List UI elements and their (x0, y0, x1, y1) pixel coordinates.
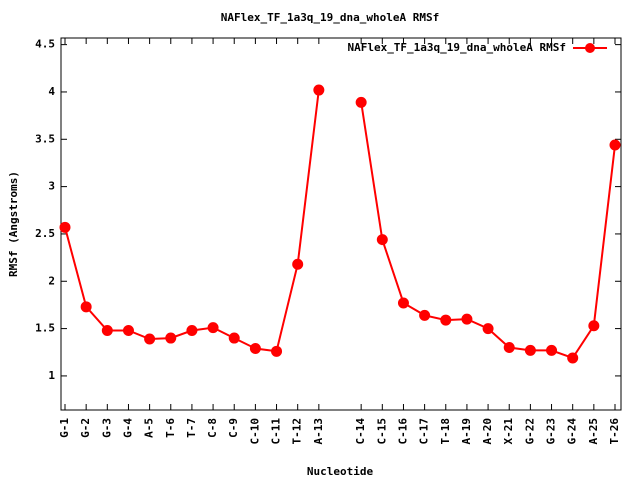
y-tick-label: 2.5 (35, 227, 55, 240)
x-axis-label: Nucleotide (307, 465, 374, 478)
x-tick-label: C-10 (248, 418, 261, 445)
x-tick-label: G-1 (58, 418, 71, 438)
x-tick-label: C-16 (396, 418, 409, 445)
data-point (482, 323, 494, 335)
x-tick-label: G-24 (566, 418, 579, 445)
data-point (609, 139, 621, 151)
y-tick-label: 1 (48, 369, 55, 382)
y-tick-label: 3.5 (35, 132, 55, 145)
x-tick-label: G-3 (100, 418, 113, 438)
x-tick-label: C-8 (206, 418, 219, 438)
y-tick-label: 4.5 (35, 38, 55, 51)
x-tick-label: A-5 (143, 418, 156, 438)
data-point (546, 344, 558, 356)
x-tick-label: A-13 (312, 418, 325, 445)
y-tick-label: 2 (48, 274, 55, 287)
data-point (503, 342, 515, 354)
legend-marker (585, 43, 595, 53)
series-line (64, 89, 616, 360)
chart-title: NAFlex_TF_1a3q_19_dna_wholeA RMSf (221, 11, 440, 24)
x-tick-label: C-15 (375, 418, 388, 445)
y-tick-label: 4 (48, 85, 55, 98)
data-point (376, 234, 388, 246)
x-tick-label: C-17 (418, 418, 431, 445)
data-point (122, 324, 134, 336)
x-tick-label: X-21 (502, 418, 515, 445)
x-tick-label: T-18 (439, 418, 452, 445)
data-point (440, 314, 452, 326)
plot-border (60, 37, 622, 411)
y-axis-label: RMSf (Angstroms) (7, 171, 20, 277)
x-tick-label: T-26 (608, 418, 621, 445)
data-point (101, 324, 113, 336)
y-tick-label: 1.5 (35, 322, 55, 335)
data-point (144, 333, 156, 345)
data-point (186, 324, 198, 336)
data-point (80, 301, 92, 313)
x-tick-label: A-20 (481, 418, 494, 445)
y-tick-label: 3 (48, 180, 55, 193)
x-tick-label: C-14 (354, 418, 367, 445)
data-point (355, 96, 367, 108)
x-tick-label: C-9 (227, 418, 240, 438)
x-tick-label: T-6 (164, 418, 177, 438)
x-tick-label: A-25 (587, 418, 600, 445)
data-point (249, 342, 261, 354)
data-point (461, 313, 473, 325)
x-tick-label: G-2 (79, 418, 92, 438)
data-point (165, 332, 177, 344)
data-point (313, 84, 325, 96)
legend-label: NAFlex_TF_1a3q_19_dna_wholeA RMSf (347, 41, 566, 54)
data-point (207, 322, 219, 334)
data-point (419, 309, 431, 321)
data-point (292, 258, 304, 270)
data-point (59, 221, 71, 233)
x-tick-label: A-19 (460, 418, 473, 445)
x-tick-label: T-7 (185, 418, 198, 438)
data-point (397, 297, 409, 309)
data-point (228, 332, 240, 344)
x-tick-label: C-11 (270, 418, 283, 445)
x-tick-label: T-12 (291, 418, 304, 445)
data-point (524, 344, 536, 356)
x-tick-label: G-22 (523, 418, 536, 445)
data-point (271, 345, 283, 357)
x-tick-label: G-23 (545, 418, 558, 445)
x-tick-label: G-4 (121, 418, 134, 438)
data-point (567, 352, 579, 364)
data-point (588, 320, 600, 332)
